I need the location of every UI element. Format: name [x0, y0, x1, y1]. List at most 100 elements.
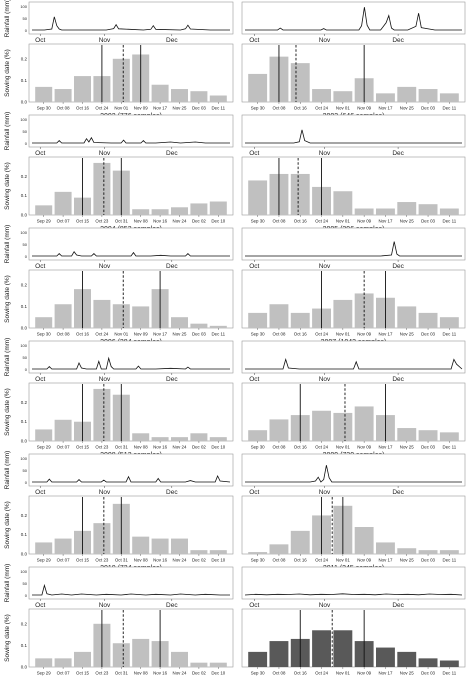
sowing-bar	[439, 93, 459, 102]
rain-month-label: Nov	[319, 37, 331, 44]
rain-month-label: Oct	[249, 489, 259, 496]
date-tick-label: Oct 16	[294, 445, 307, 450]
date-tick-label: Dec 11	[443, 558, 457, 563]
sowing-bar	[132, 433, 150, 441]
sowing-bar	[93, 523, 111, 554]
date-tick-label: Nov 25	[400, 332, 414, 337]
sowing-bar	[54, 538, 72, 554]
rain-month-label: Dec	[166, 263, 178, 270]
sowing-axis-label: Sowing date (%)	[4, 388, 11, 436]
date-tick-label: Oct 07	[57, 219, 70, 224]
date-tick-label: Nov 16	[153, 445, 167, 450]
rain-frame	[28, 1, 234, 35]
sowing-bar	[190, 433, 208, 441]
sowing-bar	[151, 538, 169, 554]
sowing-bar	[209, 662, 227, 667]
sowing-bar	[418, 430, 438, 441]
date-tick-label: Nov 09	[357, 332, 371, 337]
sowing-y-tick-label: 0.1	[21, 643, 28, 648]
date-tick-label: Nov 25	[400, 219, 414, 224]
sowing-bar	[132, 209, 150, 215]
date-tick-label: Oct 23	[95, 445, 108, 450]
sowing-bar	[35, 658, 53, 667]
rain-month-label: Oct	[249, 602, 259, 609]
date-tick-label: Nov 25	[400, 671, 414, 676]
panel-2008: Oct Nov Dec Rainfall (mm) 0 50 100 Sep 29 Oct 07…	[4, 338, 234, 459]
rain-month-label: Nov	[99, 37, 111, 44]
sowing-bar	[190, 91, 208, 102]
date-tick-label: Dec 03	[192, 106, 206, 111]
date-tick-label: Dec 11	[212, 106, 226, 111]
sowing-bar	[190, 550, 208, 554]
rain-y-tick-label: 100	[20, 230, 27, 235]
sowing-y-tick-label: 0.0	[21, 665, 28, 670]
rain-month-label: Nov	[319, 150, 331, 157]
sowing-bar	[132, 306, 150, 328]
rain-y-tick-label: 0	[25, 141, 28, 146]
sowing-bar	[35, 429, 53, 441]
date-tick-label: Nov 17	[378, 671, 392, 676]
sowing-bar	[112, 643, 130, 667]
date-tick-label: Dec 03	[421, 106, 435, 111]
panel-2002: Oct Nov Dec Rainfall (mm) 0 50 100 Sep 30 Oct 08…	[4, 0, 234, 120]
sowing-bar	[248, 73, 268, 102]
rain-y-tick-label: 0	[25, 480, 28, 485]
rain-month-label: Oct	[35, 602, 45, 609]
sowing-bar	[132, 536, 150, 554]
date-tick-label: Oct 24	[315, 332, 328, 337]
rain-series-line	[245, 357, 463, 370]
date-tick-label: Dec 03	[421, 219, 435, 224]
date-tick-label: Sep 29	[37, 219, 51, 224]
date-tick-label: Oct 31	[115, 445, 128, 450]
date-tick-label: Nov 09	[357, 558, 371, 563]
sowing-bar	[54, 304, 72, 328]
date-tick-label: Dec 11	[443, 445, 457, 450]
rain-month-label: Dec	[392, 37, 404, 44]
sowing-bar	[54, 658, 72, 667]
rainfall-axis-label: Rainfall (mm)	[4, 112, 11, 151]
sowing-bar	[439, 550, 459, 554]
panel-2003: Oct Nov Dec Sep 30 Oct 08 Oct 16 Oct 24 Nov 01 N…	[241, 1, 466, 120]
sowing-bar	[312, 410, 331, 441]
sowing-bar	[151, 84, 169, 102]
sowing-bar	[269, 304, 289, 328]
date-tick-label: Nov 25	[400, 445, 414, 450]
sowing-bar	[209, 437, 227, 441]
sowing-bar	[35, 542, 53, 554]
date-tick-label: Oct 08	[57, 106, 70, 111]
date-tick-label: Oct 16	[294, 219, 307, 224]
date-tick-label: Oct 23	[95, 558, 108, 563]
date-tick-label: Oct 24	[315, 106, 328, 111]
sowing-bar	[376, 208, 395, 215]
sowing-bar	[397, 548, 417, 554]
sowing-bar	[151, 209, 169, 215]
date-tick-label: Oct 15	[76, 558, 89, 563]
date-tick-label: Oct 23	[95, 219, 108, 224]
sowing-bar	[376, 647, 395, 667]
sowing-bar	[269, 419, 289, 441]
sowing-bar	[54, 89, 72, 102]
date-tick-label: Oct 07	[57, 671, 70, 676]
panel-2009: Oct Nov Dec Sep 30 Oct 08 Oct 16 Oct 24 Nov 01 N…	[241, 340, 466, 459]
sowing-bar	[248, 651, 268, 667]
sowing-bar	[354, 208, 374, 215]
rain-series-line	[32, 475, 231, 483]
rain-series-line	[244, 593, 463, 596]
sowing-y-tick-label: 0.1	[21, 304, 28, 309]
rain-month-label: Dec	[166, 489, 178, 496]
sowing-y-tick-label: 0.0	[21, 326, 28, 331]
rain-month-label: Oct	[35, 150, 45, 157]
rain-month-label: Oct	[249, 263, 259, 270]
panel-2007: Oct Nov Dec Sep 30 Oct 08 Oct 16 Oct 24 Nov 01 N…	[241, 227, 466, 346]
date-tick-label: Oct 16	[294, 106, 307, 111]
rain-month-label: Oct	[35, 263, 45, 270]
rain-series-line	[32, 136, 230, 144]
date-tick-label: Nov 24	[173, 445, 187, 450]
date-tick-label: Sep 29	[37, 671, 51, 676]
rain-month-label: Dec	[166, 37, 178, 44]
date-tick-label: Nov 24	[173, 219, 187, 224]
bar-frame	[28, 608, 234, 668]
date-tick-label: Nov 01	[336, 219, 350, 224]
rain-series-line	[32, 250, 230, 257]
sowing-bar	[171, 651, 188, 667]
